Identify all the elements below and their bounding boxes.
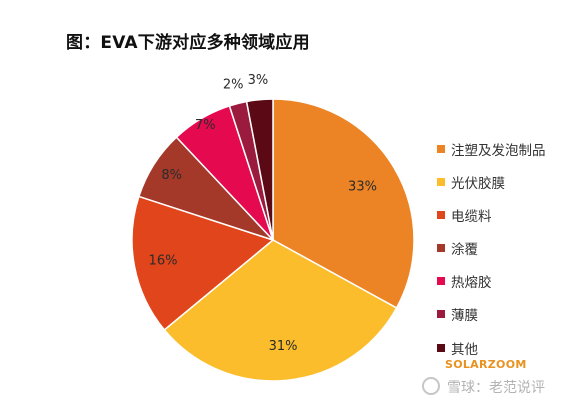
slice-value-label: 7% — [195, 118, 216, 133]
watermark-brand: SOLARZOOM — [445, 358, 527, 371]
legend-item: 其他 — [437, 337, 546, 358]
pie-slice-7 — [245, 98, 274, 241]
slice-value-label: 2% — [223, 78, 244, 93]
chart-legend: 注塑及发泡制品 光伏胶膜电缆料涂覆热熔胶薄膜其他 — [437, 138, 546, 370]
slice-value-label: 33% — [348, 180, 377, 195]
legend-swatch — [437, 244, 445, 253]
legend-swatch — [437, 310, 445, 319]
legend-label: 注塑及发泡制品 — [451, 142, 546, 159]
legend-item: 热熔胶 — [437, 271, 546, 292]
chart-title: 图：EVA下游对应多种领域应用 — [66, 33, 310, 53]
legend-label: 电缆料 — [451, 208, 492, 225]
legend-item: 注塑及发泡制品 — [437, 138, 546, 159]
slice-value-label: 8% — [161, 168, 182, 183]
legend-swatch — [437, 177, 445, 186]
legend-label: 热熔胶 — [451, 275, 492, 292]
pie-slice-3 — [131, 195, 275, 331]
legend-label: 其他 — [451, 341, 478, 358]
slice-value-label: 31% — [269, 339, 298, 354]
pie-slice-1 — [272, 98, 415, 309]
legend-item: 电缆料 — [437, 204, 546, 225]
legend-item: 薄膜 — [437, 304, 546, 325]
legend-swatch — [437, 144, 445, 153]
legend-item: 涂覆 — [437, 238, 546, 259]
snowball-logo-icon — [422, 377, 440, 395]
pie-slice-2 — [163, 239, 398, 382]
legend-item: 光伏胶膜 — [437, 171, 546, 192]
legend-swatch — [437, 343, 445, 352]
slice-value-label: 3% — [248, 73, 269, 88]
legend-swatch — [437, 277, 445, 286]
watermark-site: 雪球：老范说评 — [447, 380, 545, 396]
legend-label: 光伏胶膜 — [451, 175, 505, 192]
legend-swatch — [437, 210, 445, 219]
slice-value-label: 16% — [149, 254, 178, 269]
legend-label: 涂覆 — [451, 242, 478, 259]
legend-label: 薄膜 — [451, 308, 478, 325]
